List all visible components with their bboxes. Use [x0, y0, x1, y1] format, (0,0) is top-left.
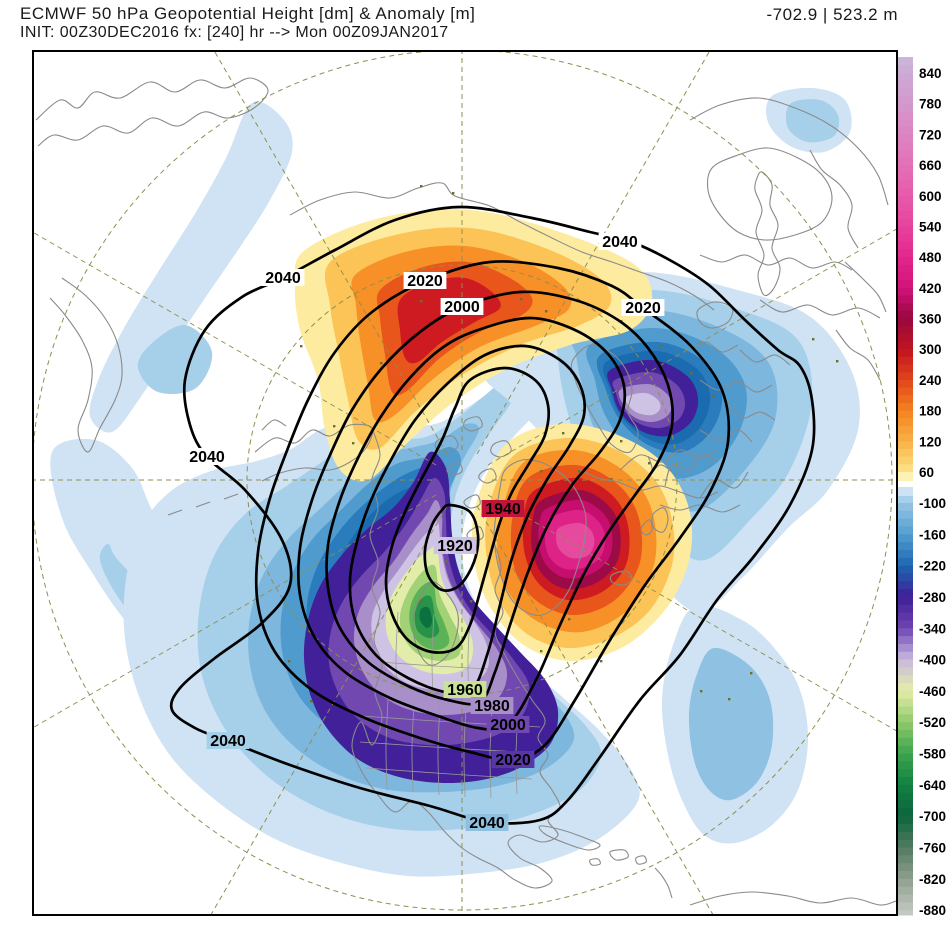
colorbar-tick: 420 — [919, 281, 942, 296]
colorbar-tick: 720 — [919, 127, 942, 142]
contour-label-halo — [185, 448, 229, 465]
colorbar-tick: 600 — [919, 189, 942, 204]
contour-label-halo — [598, 233, 642, 250]
colorbar-tick: -280 — [919, 590, 946, 605]
colorbar-tick: 780 — [919, 97, 942, 112]
colorbar-ticks: 840 780 720 660 600 540 480 420 360 300 240 180 120 6… — [919, 66, 946, 918]
contour-label-halo — [443, 681, 487, 698]
contour-label: 2040 — [265, 270, 301, 287]
chart-subtitle: INIT: 00Z30DEC2016 fx: [240] hr --> Mon … — [20, 24, 449, 41]
contour-label: 2040 — [469, 815, 505, 832]
terrain-specks — [288, 185, 839, 703]
contour-label-halo — [486, 716, 530, 733]
colorbar-tick: 480 — [919, 250, 942, 265]
contour-label: 1980 — [474, 698, 510, 715]
colorbar-tick: -580 — [919, 747, 946, 762]
colorbar-tick: 540 — [919, 219, 942, 234]
contour-label: 1940 — [485, 501, 521, 518]
colorbar-tick: -340 — [919, 621, 946, 636]
contour-label-halo — [261, 269, 305, 286]
contour-label-halo — [206, 732, 250, 749]
contour-label: 2040 — [602, 234, 638, 251]
colorbar-tick: 180 — [919, 404, 942, 419]
contour-labels: 2040 202020002040202020401940192019601980… — [185, 233, 665, 832]
colorbar-tick: 240 — [919, 373, 942, 388]
colorbar-tick: -760 — [919, 841, 946, 856]
colorbar-tick: -700 — [919, 809, 946, 824]
anomaly-minmax-readout: -702.9 | 523.2 m — [766, 5, 898, 24]
contour-label: 1920 — [437, 538, 473, 555]
contour-label-halo — [433, 537, 477, 554]
contour-label: 2020 — [407, 273, 443, 290]
contour-label: 2000 — [444, 299, 480, 316]
contour-label: 2040 — [210, 733, 246, 750]
colorbar-tick: 120 — [919, 434, 942, 449]
colorbar — [898, 57, 913, 916]
colorbar-tick: -820 — [919, 872, 946, 887]
chart-header: ECMWF 50 hPa Geopotential Height [dm] & … — [20, 4, 475, 42]
contour-label-halo — [403, 272, 447, 289]
contour-label-halo — [621, 299, 665, 316]
colorbar-tick: -400 — [919, 653, 946, 668]
colorbar-tick: -880 — [919, 903, 946, 918]
colorbar-tick: 360 — [919, 312, 942, 327]
contour-label: 2020 — [625, 300, 661, 317]
contour-label-halo — [465, 814, 509, 831]
colorbar-tick: 840 — [919, 66, 942, 81]
colorbar-tick: -220 — [919, 559, 946, 574]
contour-label-halo — [440, 298, 484, 315]
contour-label-halo — [491, 751, 535, 768]
colorbar-tick: -460 — [919, 684, 946, 699]
chart-title: ECMWF 50 hPa Geopotential Height [dm] & … — [20, 4, 476, 23]
contour-label: 2040 — [189, 449, 225, 466]
colorbar-tick: -160 — [919, 527, 946, 542]
colorbar-tick: 300 — [919, 342, 942, 357]
contour-label: 2020 — [495, 752, 531, 769]
contour-label-halo — [470, 697, 514, 714]
colorbar-tick: -520 — [919, 715, 946, 730]
map-frame — [32, 50, 898, 916]
contour-label-halo — [481, 500, 525, 517]
contour-label: 1960 — [447, 682, 483, 699]
colorbar-tick: 60 — [919, 465, 934, 480]
contour-label: 2000 — [490, 717, 526, 734]
colorbar-tick: -100 — [919, 496, 946, 511]
colorbar-tick: 660 — [919, 158, 942, 173]
colorbar-tick: -640 — [919, 778, 946, 793]
